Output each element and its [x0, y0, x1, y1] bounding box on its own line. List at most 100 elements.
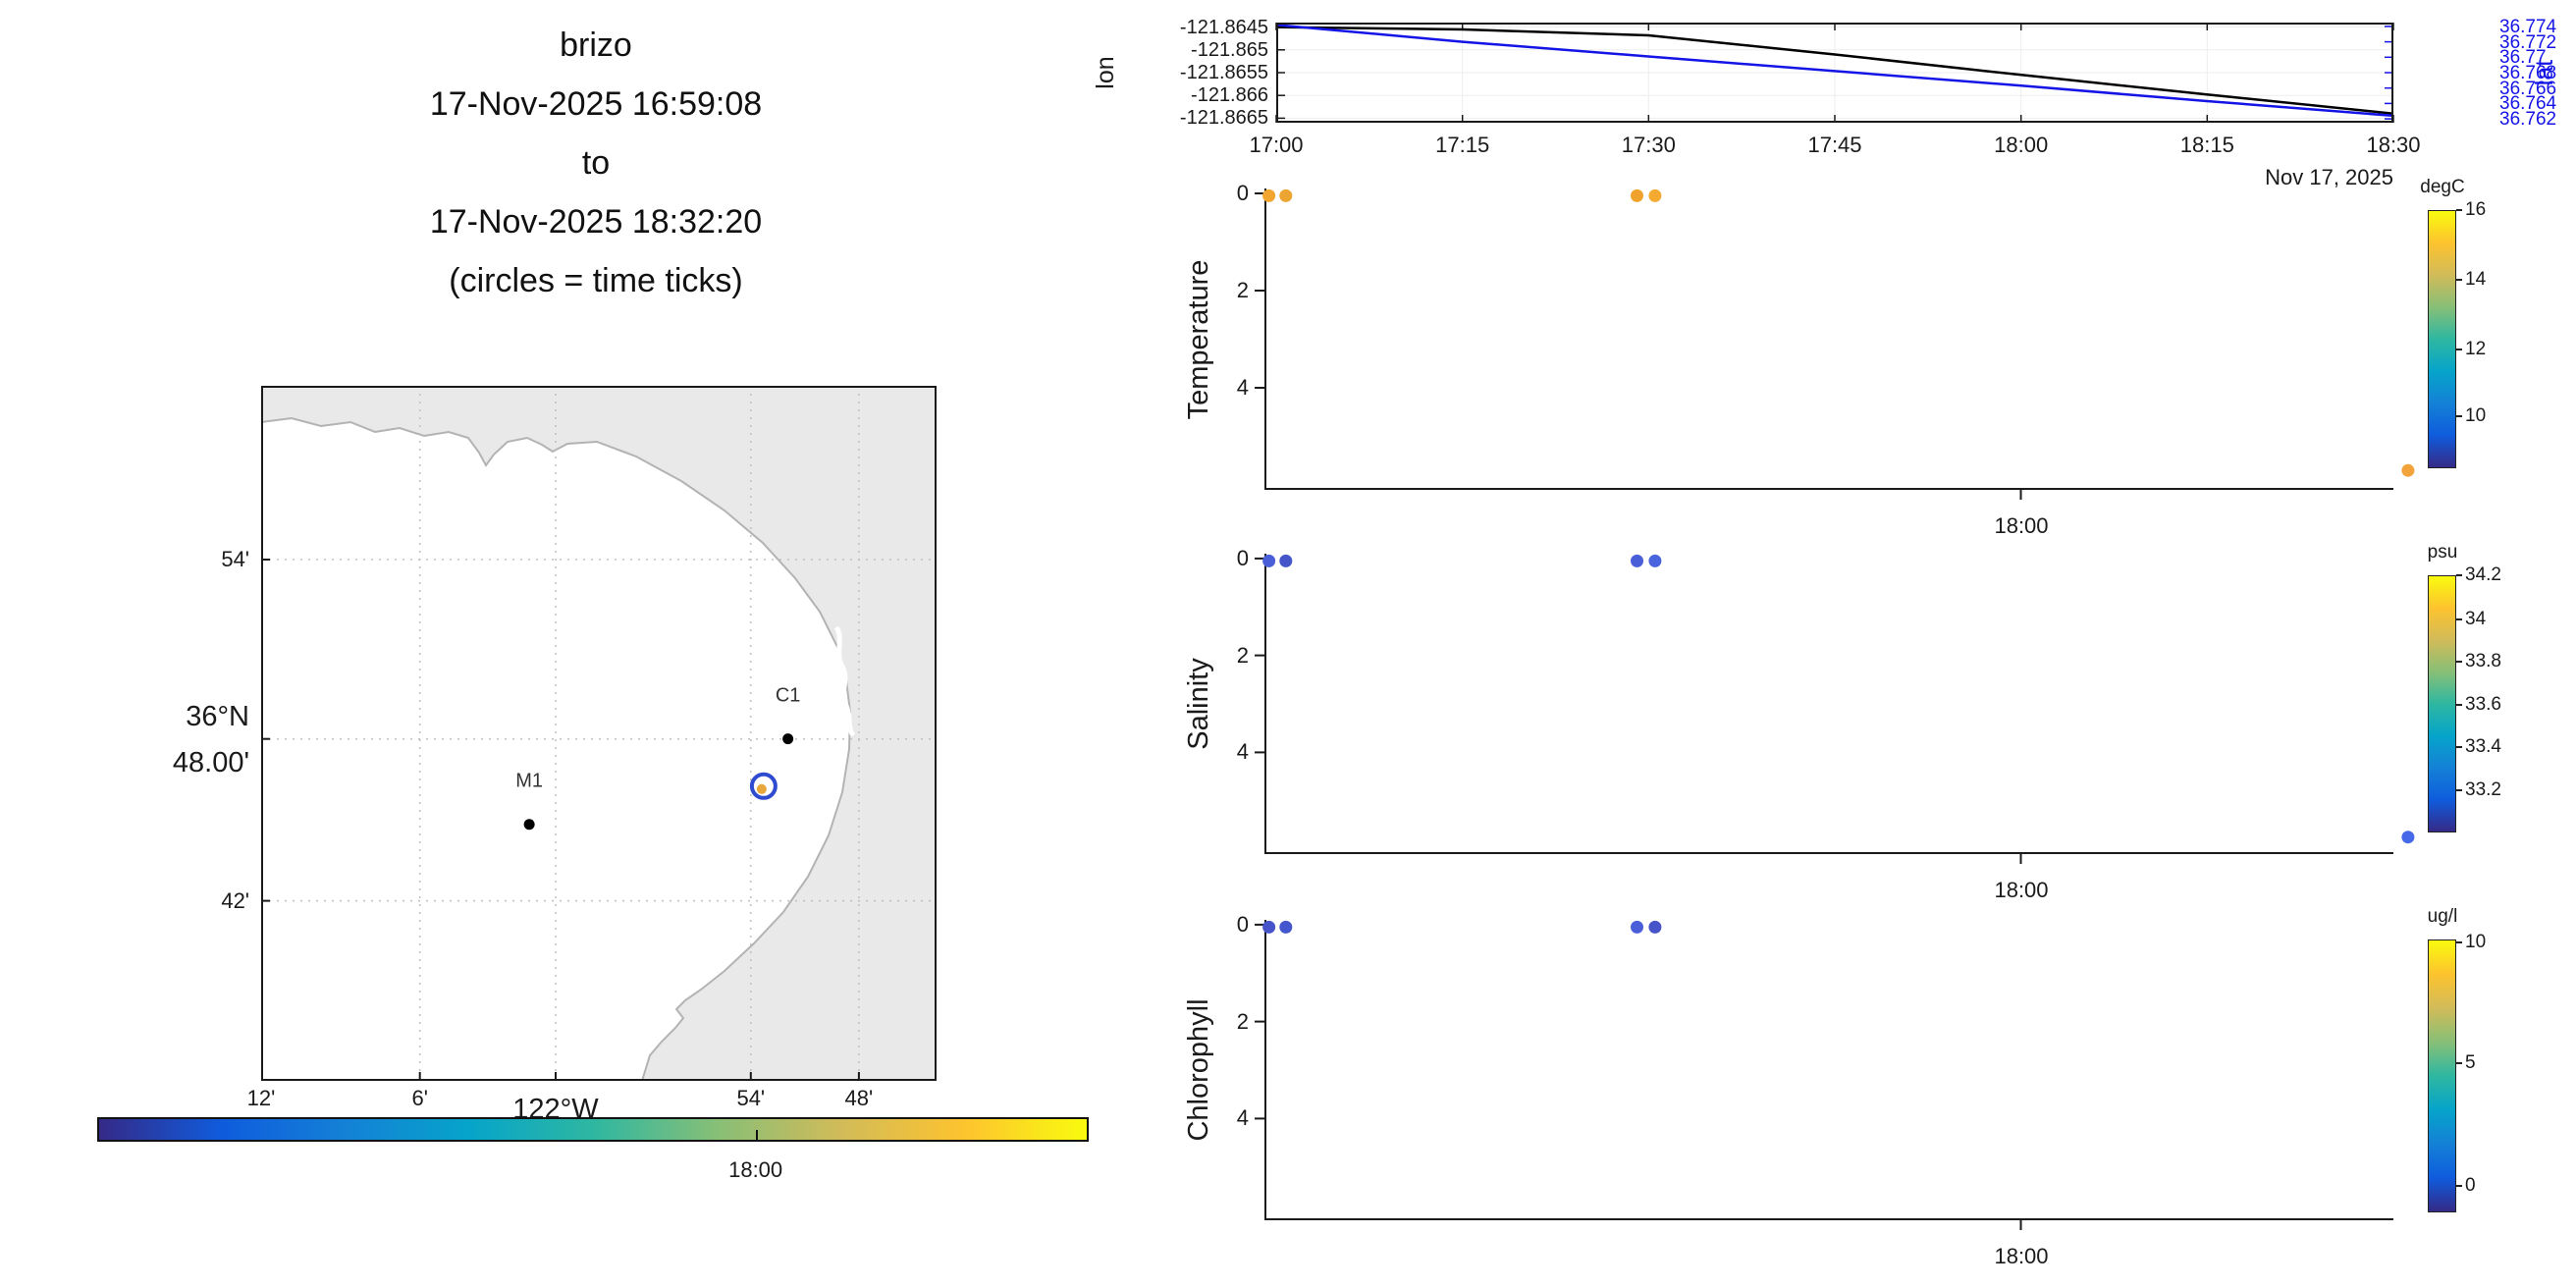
salinity-colorbar-tickmark	[2456, 618, 2462, 620]
track-x-tick: 18:30	[2366, 133, 2421, 157]
track-lat-tick: 36.77	[2499, 47, 2547, 68]
temperature-point	[1279, 188, 1293, 202]
chlorophyll-colorbar-tick: 0	[2465, 1175, 2476, 1196]
vehicle-dot	[756, 783, 767, 794]
temperature-colorbar-unit: degC	[2420, 177, 2465, 197]
salinity-x-tick: 18:00	[1994, 878, 2049, 902]
track-x-tick: 18:15	[2179, 133, 2234, 157]
temperature-colorbar-tickmark	[2456, 209, 2462, 211]
temperature-colorbar-tick: 12	[2465, 339, 2487, 359]
temperature-colorbar	[2428, 210, 2456, 468]
track-x-tick: 17:45	[1807, 133, 1862, 157]
chlorophyll-colorbar	[2428, 939, 2456, 1212]
end-time: 17-Nov-2025 18:32:20	[429, 203, 763, 241]
map-x-tick: 48'	[844, 1086, 874, 1110]
salinity-point	[2401, 831, 2415, 844]
temperature-colorbar-tickmark	[2456, 349, 2462, 350]
salinity-colorbar-tick: 33.2	[2465, 779, 2501, 800]
track-lat-tick: 36.772	[2499, 32, 2557, 53]
track-frame	[1276, 23, 2393, 123]
salinity-point	[1648, 554, 1662, 567]
map-y-tick: 42'	[221, 887, 249, 913]
track-lon-tick: -121.865	[1191, 39, 1268, 61]
track-lon-tick: -121.866	[1191, 84, 1268, 106]
salinity-point	[1262, 554, 1276, 567]
chlorophyll-axis-label: Chlorophyll	[1183, 998, 1214, 1142]
land-shape	[261, 386, 937, 1081]
station-dot	[782, 733, 794, 745]
temperature-y-tick: 0	[1236, 181, 1249, 205]
map-y-tick-degree: 48.00'	[172, 746, 249, 778]
track-date-label: Nov 17, 2025	[2265, 165, 2393, 189]
chlorophyll-colorbar-tickmark	[2456, 941, 2462, 943]
salinity-colorbar-tick: 33.8	[2465, 651, 2501, 671]
temperature-point	[1631, 188, 1643, 202]
map-x-tick: 54'	[736, 1086, 766, 1110]
temperature-x-tick: 18:00	[1994, 513, 2049, 538]
track-x-tick: 17:00	[1249, 133, 1304, 157]
temperature-colorbar-tickmark	[2456, 415, 2462, 417]
track-lat-tick: 36.766	[2499, 79, 2557, 99]
vehicle-name: brizo	[560, 27, 632, 64]
track-lat-tick: 36.762	[2499, 109, 2557, 130]
chlorophyll-point	[1262, 920, 1276, 934]
vehicle-ring	[749, 772, 778, 800]
salinity-y-tick: 4	[1236, 739, 1249, 764]
salinity-colorbar-tick: 34.2	[2465, 564, 2501, 585]
track-x-tick: 17:30	[1621, 133, 1676, 157]
temperature-y-tick: 2	[1236, 278, 1249, 302]
station-label: M1	[515, 771, 543, 792]
salinity-colorbar-tick: 33.4	[2465, 736, 2501, 757]
track-series-lon	[1275, 26, 2394, 115]
temperature-colorbar-tickmark	[2456, 279, 2462, 281]
salinity-colorbar-tickmark	[2456, 574, 2462, 576]
temperature-colorbar-tick: 10	[2465, 405, 2487, 426]
chlorophyll-y-tick: 0	[1236, 912, 1249, 937]
chlorophyll-chart	[1255, 920, 2393, 1230]
time-colorbar-tickmark	[755, 1130, 758, 1142]
map-y-tick-degree: 36°N	[186, 700, 249, 732]
salinity-colorbar	[2428, 575, 2456, 832]
time-colorbar-tick: 18:00	[728, 1157, 783, 1182]
track-lat-tick: 36.774	[2499, 17, 2557, 37]
salinity-axis-label: Salinity	[1183, 658, 1214, 750]
lon-axis-label: lon	[1092, 56, 1119, 89]
start-time: 17-Nov-2025 16:59:08	[429, 85, 763, 123]
salinity-point	[1279, 554, 1293, 567]
salinity-colorbar-unit: psu	[2427, 542, 2458, 563]
salinity-colorbar-tickmark	[2456, 661, 2462, 663]
chlorophyll-y-tick: 2	[1236, 1009, 1249, 1034]
track-lat-tick: 36.768	[2499, 63, 2557, 83]
chlorophyll-colorbar-unit: ug/l	[2427, 906, 2458, 927]
track-chart	[1275, 23, 2394, 123]
station-label: C1	[776, 685, 801, 707]
salinity-colorbar-tickmark	[2456, 704, 2462, 706]
salinity-y-tick: 2	[1236, 643, 1249, 668]
track-x-tick: 18:00	[1994, 133, 2049, 157]
salinity-colorbar-tickmark	[2456, 789, 2462, 791]
chlorophyll-point	[1631, 920, 1643, 934]
temperature-point	[2401, 463, 2415, 477]
temperature-colorbar-tick: 16	[2465, 199, 2487, 220]
salinity-colorbar-tickmark	[2456, 746, 2462, 748]
map-frame	[261, 386, 937, 1081]
figure-title: brizo 17-Nov-2025 16:59:08 to 17-Nov-202…	[0, 16, 1192, 310]
track-lon-tick: -121.8645	[1179, 17, 1268, 38]
chlorophyll-colorbar-tick: 5	[2465, 1052, 2476, 1073]
map-y-tick: 54'	[221, 547, 249, 571]
salinity-chart	[1255, 554, 2415, 864]
map-plot: C1 M1	[261, 386, 937, 1081]
salinity-colorbar-tick: 34	[2465, 609, 2487, 629]
temperature-chart	[1255, 188, 2415, 500]
temperature-y-tick: 4	[1236, 375, 1249, 400]
chlorophyll-point	[1648, 920, 1662, 934]
track-lon-tick: -121.8665	[1179, 107, 1268, 129]
chlorophyll-colorbar-tickmark	[2456, 1185, 2462, 1187]
salinity-colorbar-tick: 33.6	[2465, 694, 2501, 715]
temperature-point	[1648, 188, 1662, 202]
track-lon-tick: -121.8655	[1179, 62, 1268, 83]
to-label: to	[581, 144, 611, 182]
map-x-tick: 12'	[246, 1086, 276, 1110]
lat-axis-label: lat	[2531, 59, 2558, 86]
